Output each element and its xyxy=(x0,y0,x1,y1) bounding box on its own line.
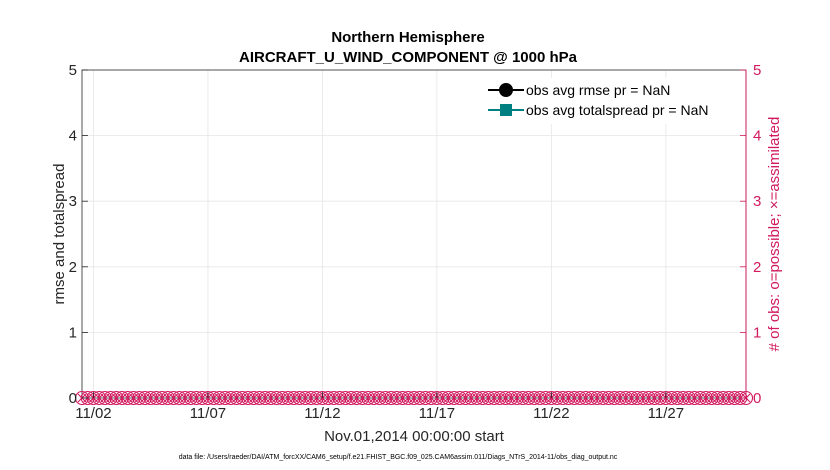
gridlines xyxy=(82,70,746,398)
y-axis-right-ticks: 0 1 2 3 4 5 xyxy=(740,62,761,407)
y-tick-label-left: 2 xyxy=(69,259,77,276)
legend-box xyxy=(480,78,740,124)
legend-marker-totalspread xyxy=(500,104,512,116)
y-tick-label-right: 4 xyxy=(753,128,761,145)
y-tick-label-left: 4 xyxy=(69,128,77,145)
y-tick-label-right: 0 xyxy=(753,390,761,407)
y-tick-label-right: 1 xyxy=(753,324,761,341)
y-tick-label-left: 5 xyxy=(69,62,77,79)
plot-area xyxy=(74,69,754,406)
x-axis-label: Nov.01,2014 00:00:00 start xyxy=(324,428,505,445)
x-tick-label: 11/22 xyxy=(533,405,569,422)
plot-background xyxy=(82,70,746,398)
data-file-footnote: data file: /Users/raeder/DAI/ATM_forcXX/… xyxy=(179,454,618,461)
y-axis-label-left: rmse and totalspread xyxy=(51,164,68,305)
y-tick-label-left: 3 xyxy=(69,193,77,210)
obs-count-markers xyxy=(74,390,754,406)
chart-title: Northern Hemisphere xyxy=(331,29,484,46)
x-tick-label: 11/17 xyxy=(419,405,455,422)
legend-label-rmse: obs avg rmse pr = NaN xyxy=(526,82,670,98)
obs-possible-marker xyxy=(738,390,754,406)
x-tick-label: 11/27 xyxy=(648,405,684,422)
legend: obs avg rmse pr = NaN obs avg totalsprea… xyxy=(480,78,740,124)
y-axis-left-ticks: 0 1 2 3 4 5 xyxy=(69,62,88,407)
y-tick-label-right: 3 xyxy=(753,193,761,210)
legend-label-totalspread: obs avg totalspread pr = NaN xyxy=(526,102,709,118)
y-tick-label-left: 0 xyxy=(69,390,77,407)
x-tick-label: 11/12 xyxy=(304,405,340,422)
chart-subtitle: AIRCRAFT_U_WIND_COMPONENT @ 1000 hPa xyxy=(239,49,578,66)
y-tick-label-right: 2 xyxy=(753,259,761,276)
x-tick-label: 11/07 xyxy=(190,405,226,422)
legend-marker-rmse xyxy=(499,83,513,97)
y-axis-label-right: # of obs: o=possible; ×=assimilated xyxy=(766,117,783,352)
y-tick-label-left: 1 xyxy=(69,324,77,341)
y-tick-label-right: 5 xyxy=(753,62,761,79)
x-axis-ticks: 11/02 11/07 11/12 11/17 11/22 11/27 xyxy=(75,392,684,422)
x-tick-label: 11/02 xyxy=(75,405,111,422)
